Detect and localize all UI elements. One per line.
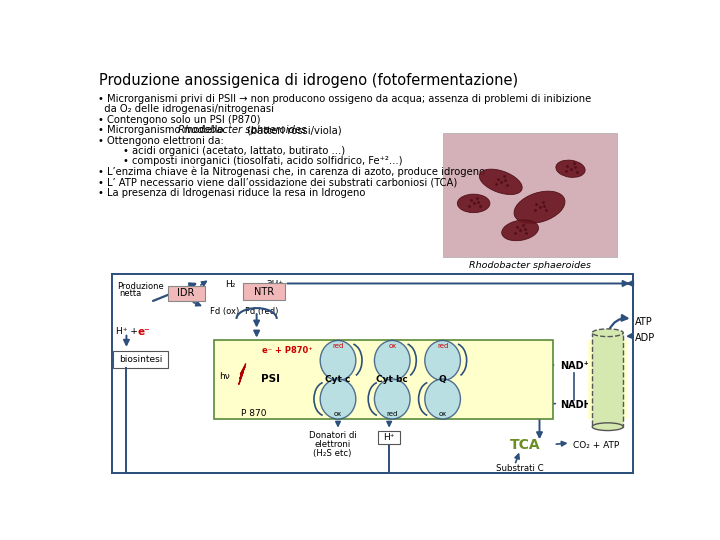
Text: NTR: NTR xyxy=(254,287,274,297)
Text: ox: ox xyxy=(438,411,446,417)
Bar xyxy=(168,286,204,301)
Text: ox: ox xyxy=(334,411,342,417)
Bar xyxy=(243,284,284,300)
Ellipse shape xyxy=(514,191,565,224)
Text: e⁻: e⁻ xyxy=(138,327,150,336)
Bar xyxy=(113,351,168,368)
Text: Cyt bc: Cyt bc xyxy=(377,375,408,384)
Polygon shape xyxy=(239,363,246,384)
Text: da O₂ delle idrogenasi/nitrogenasi: da O₂ delle idrogenasi/nitrogenasi xyxy=(98,104,274,114)
Text: ADP: ADP xyxy=(635,333,655,343)
Text: • La presenza di Idrogenasi riduce la resa in Idrogeno: • La presenza di Idrogenasi riduce la re… xyxy=(98,187,365,198)
Ellipse shape xyxy=(593,329,624,336)
Text: (H₂S etc): (H₂S etc) xyxy=(313,449,352,458)
Bar xyxy=(443,132,617,257)
Text: • Contengono solo un PSI (P870): • Contengono solo un PSI (P870) xyxy=(98,115,260,125)
Text: P 870: P 870 xyxy=(241,409,266,418)
Ellipse shape xyxy=(320,379,356,419)
Ellipse shape xyxy=(593,423,624,430)
Ellipse shape xyxy=(374,340,410,381)
Text: IDR: IDR xyxy=(177,288,195,299)
Text: Rhodobacter sphaeroides: Rhodobacter sphaeroides xyxy=(469,261,591,270)
Bar xyxy=(214,340,554,419)
Text: (batteri rossi/viola): (batteri rossi/viola) xyxy=(243,125,341,135)
Text: Cyt c: Cyt c xyxy=(325,375,351,384)
Text: H⁺ +: H⁺ + xyxy=(117,327,141,335)
Text: TCA: TCA xyxy=(510,438,541,453)
Text: red: red xyxy=(387,411,398,417)
Bar xyxy=(378,430,400,444)
Ellipse shape xyxy=(425,379,461,419)
Ellipse shape xyxy=(425,340,461,381)
Text: • L’enzima chiave è la Nitrogenasi che, in carenza di azoto, produce idrogeno: • L’enzima chiave è la Nitrogenasi che, … xyxy=(98,167,485,177)
Text: ATP: ATP xyxy=(635,318,652,327)
Text: • composti inorganici (tiosolfati, acido solfidrico, Fe⁺²...): • composti inorganici (tiosolfati, acido… xyxy=(98,157,402,166)
Text: Donatori di: Donatori di xyxy=(309,430,356,440)
Text: PSI: PSI xyxy=(261,374,279,384)
Bar xyxy=(588,340,627,419)
Ellipse shape xyxy=(374,379,410,419)
Text: biosintesi: biosintesi xyxy=(119,355,162,364)
Text: Produzione anossigenica di idrogeno (fotofermentazione): Produzione anossigenica di idrogeno (fot… xyxy=(99,72,518,87)
Ellipse shape xyxy=(480,169,522,194)
Text: • acidi organici (acetato, lattato, butirato ...): • acidi organici (acetato, lattato, buti… xyxy=(98,146,345,156)
Text: • Microrganismo modello: • Microrganismo modello xyxy=(98,125,226,135)
Text: H⁺: H⁺ xyxy=(384,433,395,442)
Text: NAD⁺: NAD⁺ xyxy=(560,361,589,372)
Text: Rhodobacter sphaeroides: Rhodobacter sphaeroides xyxy=(178,125,306,135)
Text: Substrati C: Substrati C xyxy=(496,464,544,472)
Text: netta: netta xyxy=(120,289,142,298)
Text: e⁻ + P870⁺: e⁻ + P870⁺ xyxy=(262,346,312,355)
Text: elettroni: elettroni xyxy=(315,440,351,449)
Text: Produzione: Produzione xyxy=(117,282,164,291)
Text: CO₂ + ATP: CO₂ + ATP xyxy=(573,441,619,450)
Text: H₂: H₂ xyxy=(225,280,236,289)
Text: NADH/H⁺: NADH/H⁺ xyxy=(560,400,609,410)
Text: • L’ ATP necessario viene dall’ossidazione dei substrati carboniosi (TCA): • L’ ATP necessario viene dall’ossidazio… xyxy=(98,177,457,187)
Text: Fd (ox): Fd (ox) xyxy=(210,307,239,316)
Text: red: red xyxy=(333,343,343,349)
Text: Fd (red): Fd (red) xyxy=(245,307,279,316)
Text: Q: Q xyxy=(438,375,446,384)
Bar xyxy=(593,333,624,427)
Text: 2H⁺: 2H⁺ xyxy=(266,280,284,289)
Ellipse shape xyxy=(457,194,490,213)
Ellipse shape xyxy=(502,220,539,241)
Text: • Microrganismi privi di PSII → non producono ossigeno da acqua; assenza di prob: • Microrganismi privi di PSII → non prod… xyxy=(98,94,591,104)
Text: red: red xyxy=(437,343,449,349)
Text: hν: hν xyxy=(220,372,230,381)
Ellipse shape xyxy=(556,160,585,177)
Text: • Ottengono elettroni da:: • Ottengono elettroni da: xyxy=(98,136,223,146)
Ellipse shape xyxy=(320,340,356,381)
Text: ox: ox xyxy=(388,343,396,349)
